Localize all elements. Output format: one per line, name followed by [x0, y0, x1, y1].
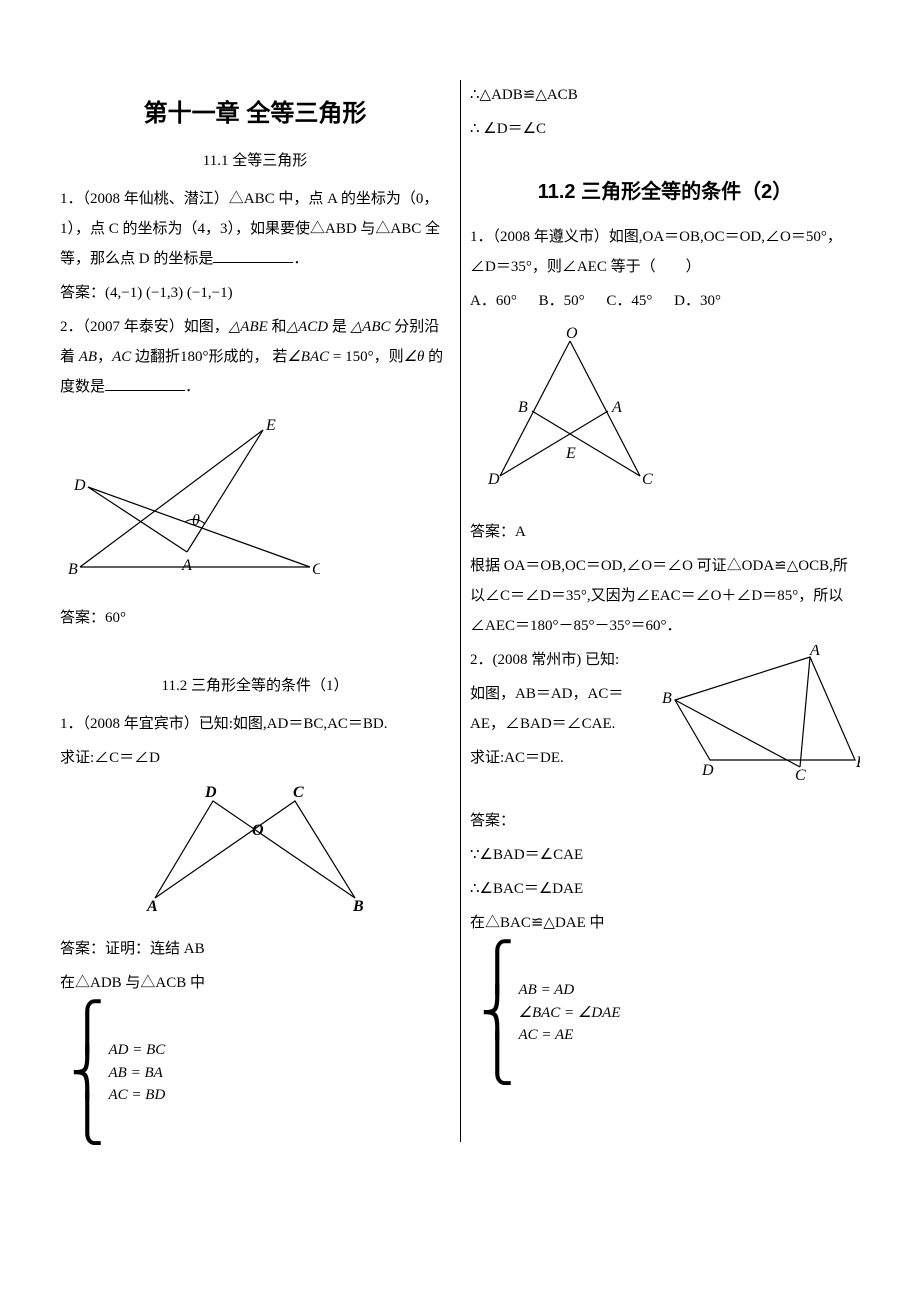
s2q1-ans2: 在△ADB 与△ACB 中	[60, 968, 450, 998]
r-q1-expl: 根据 OA＝OB,OC＝OD,∠O＝∠O 可证△ODA≌△OCB,所以∠C＝∠D…	[470, 551, 860, 641]
s2q1-line1: 1．（2008 年宜宾市）已知:如图,AD＝BC,AC＝BD.	[60, 709, 450, 739]
q2-l1e: 是	[328, 319, 347, 335]
r-q2-p2: ∴∠BAC＝∠DAE	[470, 874, 860, 904]
figure-2: A B C D O	[60, 783, 450, 924]
q2-line1: 2．（2007 年泰安）如图，△ABE 和△ACD 是 △ABC 分别沿着 AB…	[60, 312, 450, 402]
section-11-2-1-heading: 11.2 三角形全等的条件（1）	[60, 671, 450, 701]
fig1-E: E	[265, 417, 276, 434]
fig3-C: C	[642, 471, 653, 488]
r-q2-p1: ∵∠BAD＝∠CAE	[470, 840, 860, 870]
r-q2-system: ⎧⎨⎩ AB = AD ∠BAC = ∠DAE AC = AE	[480, 944, 860, 1082]
fig2-A: A	[146, 898, 158, 913]
fig2-B: B	[352, 898, 364, 913]
rsys-line-1: AB = AD	[519, 979, 621, 1002]
fig2-C: C	[293, 784, 304, 801]
q2-l3b: ∠BAC	[287, 349, 329, 365]
sys-line-3: AC = BD	[109, 1084, 166, 1107]
opt-d: D．30°	[674, 286, 721, 316]
q2-l3d: ∠θ	[404, 349, 425, 365]
r-q2-answer-label: 答案：	[470, 806, 860, 836]
figure-4: A B C D E	[660, 645, 860, 796]
sys-line-2: AB = BA	[109, 1062, 166, 1085]
opt-c: C．45°	[606, 286, 652, 316]
fig1-A: A	[181, 557, 192, 574]
q1-answer: 答案：(4,−1) (−1,3) (−1,−1)	[60, 278, 450, 308]
r-q2-p3: 在△BAC≌△DAE 中	[470, 908, 860, 938]
rsys-line-2: ∠BAC = ∠DAE	[519, 1002, 621, 1025]
fig1-C: C	[312, 561, 320, 578]
q1-text: 1．（2008 年仙桃、潜江）△ABC 中，点 A 的坐标为（0，1），点 C …	[60, 184, 450, 274]
q2-l1c: 和	[268, 319, 287, 335]
q2-l3c: = 150°，则	[329, 349, 403, 365]
fig3-D: D	[487, 471, 500, 488]
rsys-line-3: AC = AE	[519, 1024, 621, 1047]
q2-l1d: △ACD	[287, 319, 329, 335]
fig3-E: E	[565, 445, 576, 462]
s2q1-ans4: ∴ ∠D＝∠C	[470, 114, 860, 144]
opt-b: B．50°	[539, 286, 585, 316]
q2-answer: 答案：60°	[60, 603, 450, 633]
figure-1: A B C D E θ	[60, 412, 450, 593]
fig3-O: O	[566, 326, 578, 342]
fig4-D: D	[701, 762, 714, 779]
chapter-title: 第十一章 全等三角形	[60, 90, 450, 138]
s2q1-line2: 求证:∠C＝∠D	[60, 743, 450, 773]
sys-line-1: AD = BC	[109, 1039, 166, 1062]
q2-blank	[105, 376, 185, 391]
figure-3: O B A D C E	[470, 326, 860, 507]
r-q1-line1: 1．（2008 年遵义市）如图,OA＝OB,OC＝OD,∠O＝50°，∠D＝35…	[470, 222, 860, 282]
q2-l2d: ，	[97, 349, 112, 365]
fig3-A: A	[611, 399, 622, 416]
r-q1-options: A．60° B．50° C．45° D．30°	[470, 286, 860, 316]
q2-l1b: △ABE	[229, 319, 268, 335]
q2-l3end: ．	[185, 379, 200, 395]
q2-l2e: AC	[112, 349, 131, 365]
fig4-E: E	[855, 754, 860, 771]
section-11-1-heading: 11.1 全等三角形	[60, 146, 450, 176]
q2-l1a: 2．（2007 年泰安）如图，	[60, 319, 229, 335]
opt-a: A．60°	[470, 286, 517, 316]
fig4-C: C	[795, 767, 806, 784]
q2-l2c: AB	[79, 349, 97, 365]
q2-l2f: 边翻折	[131, 349, 180, 365]
fig2-D: D	[204, 784, 217, 801]
r-q1-answer: 答案：A	[470, 517, 860, 547]
fig2-O: O	[252, 822, 264, 839]
s2q1-system: ⎧⎨⎩ AD = BC AB = BA AC = BD	[70, 1004, 450, 1142]
fig4-B: B	[662, 690, 672, 707]
fig3-B: B	[518, 399, 528, 416]
left-brace-icon: ⎧⎨⎩	[70, 1004, 105, 1142]
s2q1-ans3: ∴△ADB≌△ACB	[470, 80, 860, 110]
q1-end: ．	[293, 251, 308, 267]
fig1-D: D	[73, 477, 86, 494]
fig4-A: A	[809, 645, 820, 659]
q2-l3a: 若	[272, 349, 287, 365]
section-11-2-2-heading: 11.2 三角形全等的条件（2）	[470, 172, 860, 212]
fig1-B: B	[68, 561, 78, 578]
q2-l2a: △ABC	[351, 319, 391, 335]
q1-blank	[213, 248, 293, 263]
left-brace-icon-2: ⎧⎨⎩	[480, 944, 515, 1082]
s2q1-ans1: 答案：证明：连结 AB	[60, 934, 450, 964]
q2-l2g: 180°	[180, 349, 209, 365]
q2-l2h: 形成的，	[209, 349, 269, 365]
